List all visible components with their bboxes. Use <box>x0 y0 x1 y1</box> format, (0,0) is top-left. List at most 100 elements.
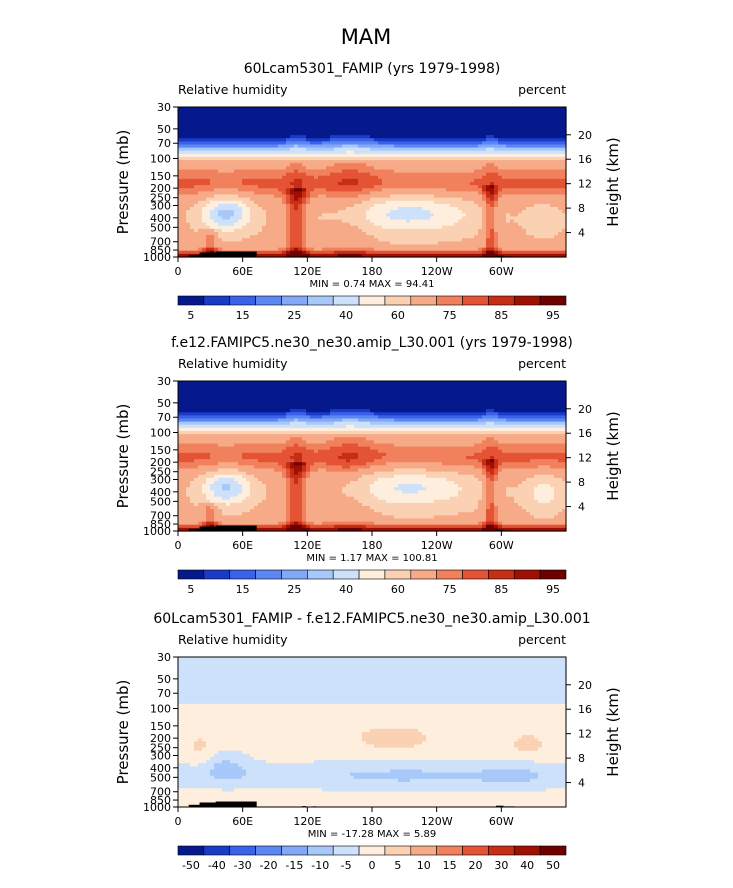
field-cell <box>270 172 275 177</box>
field-cell <box>190 203 195 208</box>
field-cell <box>182 185 187 189</box>
field-cell <box>414 175 419 180</box>
field-cell <box>526 169 531 174</box>
field-cell <box>346 253 351 258</box>
field-cell <box>530 135 535 139</box>
field-cell <box>206 188 211 192</box>
field-cell <box>310 182 315 186</box>
field-cell <box>470 213 475 217</box>
field-cell <box>298 381 303 385</box>
field-cell <box>222 381 227 385</box>
field-cell <box>498 163 503 167</box>
field-cell <box>370 241 375 246</box>
field-cell <box>514 125 519 130</box>
field-cell <box>494 119 499 124</box>
field-cell <box>206 122 211 127</box>
field-cell <box>550 166 555 171</box>
field-cell <box>250 203 255 208</box>
field-cell <box>206 197 211 202</box>
field-cell <box>250 138 255 142</box>
field-cell <box>462 110 467 114</box>
field-cell <box>438 160 443 164</box>
field-cell <box>442 125 447 130</box>
field-cell <box>302 207 307 211</box>
field-cell <box>458 138 463 142</box>
field-cell <box>230 200 235 205</box>
field-cell <box>286 381 291 385</box>
field-cell <box>466 216 471 221</box>
field-cell <box>394 225 399 230</box>
field-cell <box>418 138 423 142</box>
field-cell <box>498 191 503 196</box>
field-cell <box>202 125 207 130</box>
field-cell <box>426 188 431 192</box>
field-cell <box>254 153 259 158</box>
field-cell <box>454 381 459 385</box>
field-cell <box>322 182 327 186</box>
field-cell <box>322 228 327 233</box>
field-cell <box>338 250 343 255</box>
field-cell <box>510 228 515 233</box>
field-cell <box>382 141 387 146</box>
field-cell <box>350 222 355 227</box>
field-cell <box>466 150 471 155</box>
field-cell <box>350 197 355 202</box>
field-cell <box>502 116 507 121</box>
field-cell <box>274 238 279 242</box>
field-cell <box>546 172 551 177</box>
field-cell <box>358 122 363 127</box>
field-cell <box>426 182 431 186</box>
field-cell <box>386 241 391 246</box>
field-cell <box>326 144 331 149</box>
field-cell <box>562 191 567 196</box>
field-cell <box>238 153 243 158</box>
field-cell <box>342 169 347 174</box>
field-cell <box>410 222 415 227</box>
field-cell <box>534 128 539 133</box>
field-cell <box>350 244 355 249</box>
field-cell <box>478 200 483 205</box>
field-cell <box>250 222 255 227</box>
field-cell <box>286 157 291 161</box>
field-cell <box>538 157 543 161</box>
field-cell <box>454 203 459 208</box>
field-cell <box>298 384 303 388</box>
field-cell <box>246 191 251 196</box>
field-cell <box>274 182 279 186</box>
field-cell <box>418 238 423 242</box>
field-cell <box>442 247 447 252</box>
field-cell <box>354 387 359 391</box>
field-cell <box>186 203 191 208</box>
field-cell <box>194 135 199 139</box>
field-cell <box>462 160 467 164</box>
field-cell <box>342 166 347 171</box>
field-cell <box>426 200 431 205</box>
field-cell <box>426 125 431 130</box>
field-cell <box>186 172 191 177</box>
contour-field <box>178 107 567 258</box>
field-cell <box>406 153 411 158</box>
field-cell <box>462 238 467 242</box>
field-cell <box>334 113 339 117</box>
field-cell <box>362 132 367 136</box>
field-cell <box>190 110 195 114</box>
field-cell <box>246 169 251 174</box>
field-cell <box>370 387 375 391</box>
field-cell <box>418 119 423 124</box>
field-cell <box>418 125 423 130</box>
field-cell <box>322 113 327 117</box>
field-cell <box>422 194 427 199</box>
field-cell <box>502 141 507 146</box>
field-cell <box>258 163 263 167</box>
field-cell <box>542 163 547 167</box>
colorbar-label: 85 <box>494 309 508 322</box>
field-cell <box>546 216 551 221</box>
field-cell <box>314 141 319 146</box>
field-cell <box>306 113 311 117</box>
field-cell <box>502 244 507 249</box>
field-cell <box>530 384 535 388</box>
field-cell <box>334 110 339 114</box>
field-cell <box>402 119 407 124</box>
field-cell <box>390 210 395 214</box>
field-cell <box>346 150 351 155</box>
